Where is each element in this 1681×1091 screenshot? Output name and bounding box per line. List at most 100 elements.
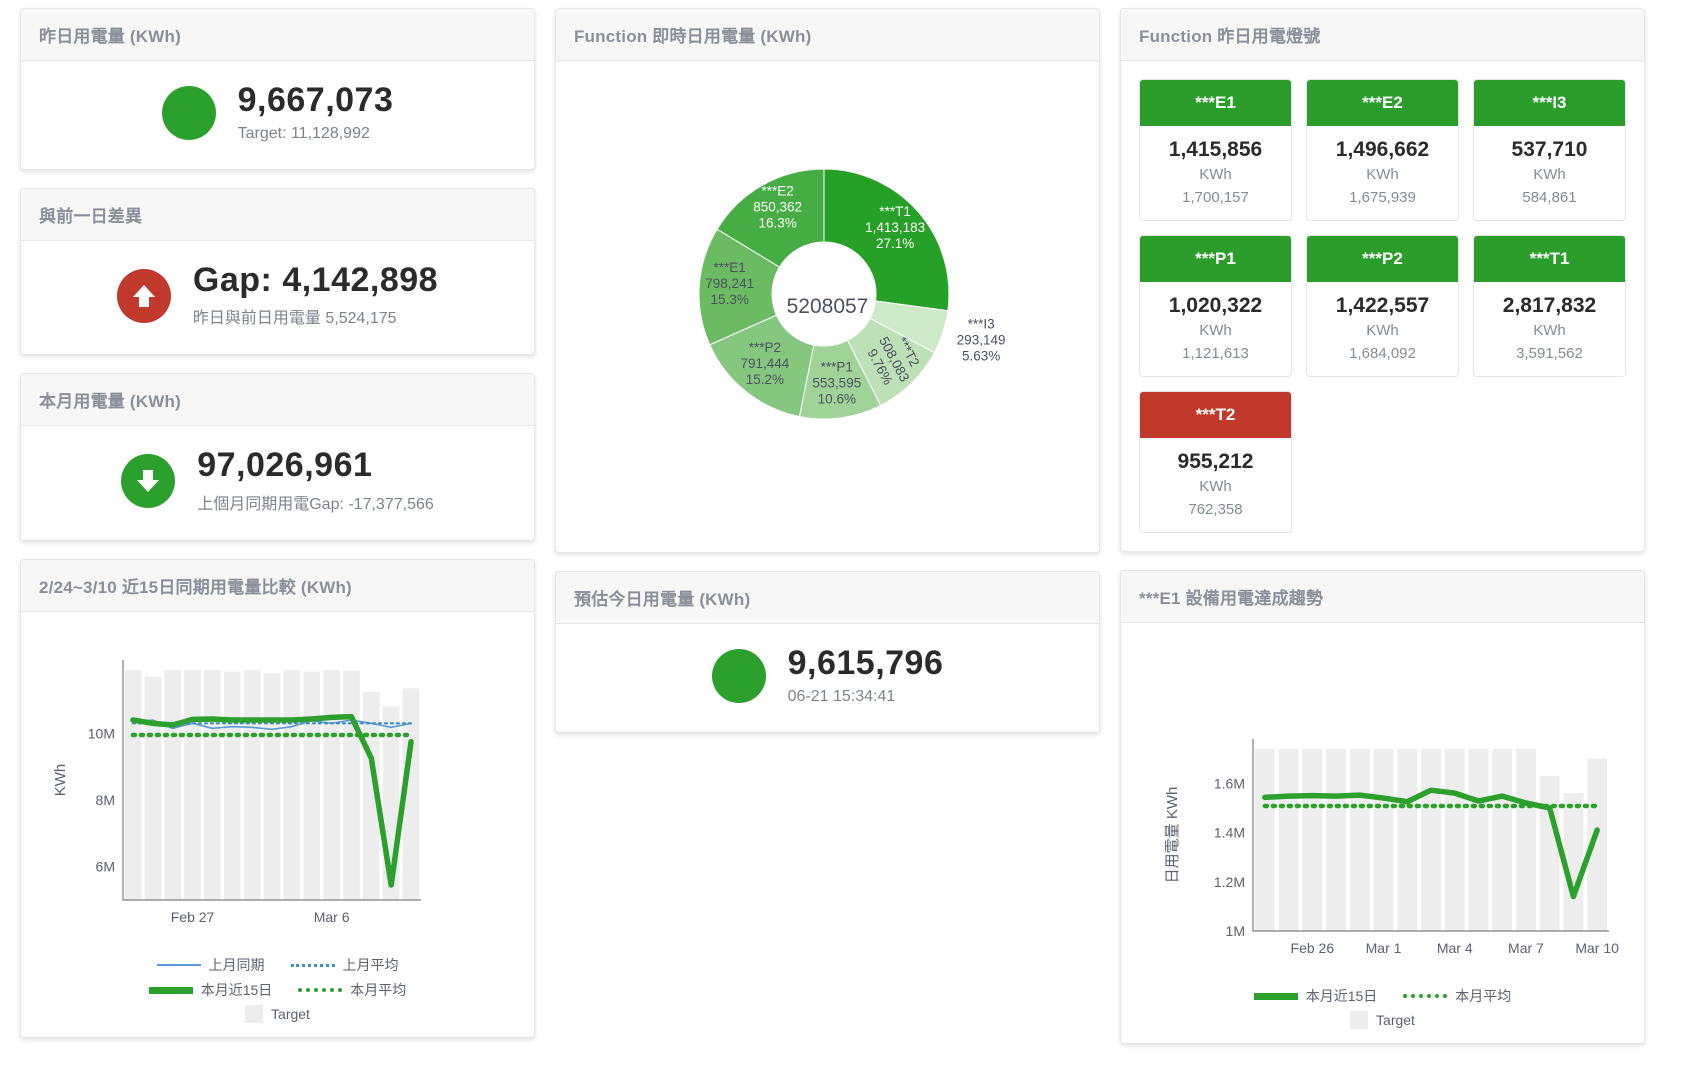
green-circle-icon (161, 85, 216, 140)
kpi-yesterday-usage: 9,667,073 Target: 11,128,992 (21, 61, 534, 169)
status-light-target: 1,700,157 (1182, 189, 1249, 206)
y-axis-tick-label: 1.6M (1214, 775, 1245, 791)
x-axis-tick-label: Mar 1 (1366, 940, 1402, 956)
status-light-card[interactable]: ***I3 537,710 KWh 584,861 (1473, 79, 1626, 221)
kpi-yesterday-value: 9,667,073 (237, 81, 394, 119)
status-light-card[interactable]: ***E2 1,496,662 KWh 1,675,939 (1306, 79, 1459, 221)
kpi-gap-value: Gap: 4,142,898 (192, 260, 439, 299)
x-axis-tick-label: Mar 10 (1575, 940, 1619, 956)
y-axis-tick-label: 1M (1226, 923, 1245, 939)
legend-swatch-target-icon (245, 1005, 264, 1024)
status-light-body: 955,212 KWh 762,358 (1140, 438, 1291, 532)
status-light-unit: KWh (1199, 478, 1232, 495)
status-light-target: 3,591,562 (1516, 345, 1583, 362)
target-bar (283, 670, 301, 901)
card-daily-gap-title: 與前一日差異 (21, 188, 534, 241)
chart-axes (1252, 739, 1609, 932)
y-axis-tick-label: 1.4M (1214, 825, 1245, 841)
svg-text:***P1: ***P1 (821, 360, 853, 375)
target-bar (323, 670, 340, 901)
legend-line-solid-green-icon (1253, 992, 1298, 1000)
status-light-unit: KWh (1366, 166, 1399, 183)
chart-series-line (132, 719, 412, 731)
status-light-name: ***E1 (1140, 80, 1291, 126)
legend-item-target: Target (245, 1005, 310, 1024)
target-bar (1421, 748, 1441, 931)
kpi-forecast-timestamp: 06-21 15:34:41 (787, 687, 896, 705)
legend-line-solid-green-icon (148, 986, 193, 994)
kpi-forecast-today: 9,615,796 06-21 15:34:41 (556, 624, 1099, 732)
status-light-card[interactable]: ***E1 1,415,856 KWh 1,700,157 (1139, 79, 1292, 221)
target-bar (1254, 748, 1275, 931)
status-light-value: 1,496,662 (1335, 138, 1430, 161)
status-light-value: 1,422,557 (1335, 294, 1430, 317)
legend-item-this-month-15d: 本月近15日 (1253, 986, 1377, 1006)
donut-chart: ***T1 1,413,183 27.1% ***I3 293,149 5.63% ***T… (556, 61, 1099, 552)
target-bar (1563, 793, 1584, 931)
svg-text:553,595: 553,595 (812, 376, 861, 391)
right-column: Function 昨日用電燈號 ***E1 1,415,856 KWh 1,700,1… (1110, 8, 1655, 1083)
status-light-card[interactable]: ***P1 1,020,322 KWh 1,121,613 (1139, 235, 1292, 377)
legend-line-dotted-blue-icon (290, 963, 335, 967)
status-light-card[interactable]: ***T2 955,212 KWh 762,358 (1139, 391, 1292, 533)
status-light-unit: KWh (1533, 166, 1566, 183)
status-light-value: 1,415,856 (1168, 138, 1263, 161)
target-bar (1373, 748, 1394, 931)
legend-swatch-target-icon (1350, 1011, 1369, 1029)
kpi-month-usage: 97,026,961 上個月同期用電Gap: -17,377,566 (21, 426, 534, 540)
legend-item-last-month-same: 上月同期 (156, 955, 265, 975)
legend-item-this-month-avg: 本月平均 (1403, 986, 1511, 1006)
legend-item-this-month-15d: 本月近15日 (148, 980, 272, 1000)
target-bar (1468, 748, 1489, 931)
svg-text:***E1: ***E1 (714, 260, 746, 275)
target-bar (144, 676, 162, 901)
card-realtime-donut-title: Function 即時日用電量 (KWh) (556, 9, 1099, 61)
status-light-target: 1,675,939 (1349, 189, 1416, 206)
legend-item-this-month-avg: 本月平均 (298, 980, 406, 1000)
y-axis-tick-label: 1.2M (1214, 874, 1245, 890)
status-light-card[interactable]: ***T1 2,817,832 KWh 3,591,562 (1473, 235, 1626, 377)
y-axis-title: 日用電量 KWh (1164, 787, 1181, 884)
target-bar (1444, 748, 1465, 931)
card-15day-trend: 2/24~3/10 近15日同期用電量比較 (KWh) 6M 8M 10M Feb 2… (20, 559, 535, 1039)
legend-line-solid-blue-icon (156, 964, 201, 967)
chart-15day-trend-legend: 上月同期 上月平均 本月近15日 (31, 955, 524, 1024)
status-light-value: 2,817,832 (1502, 294, 1597, 317)
left-column: 昨日用電量 (KWh) 9,667,073 Target: 11,128,992… (10, 8, 545, 1083)
card-e1-trend: ***E1 設備用電達成趨勢 1M 1.2M 1.4M 1.6M Feb 26 Mar 1… (1120, 570, 1645, 1044)
svg-text:10.6%: 10.6% (818, 392, 856, 407)
status-light-name: ***T1 (1474, 236, 1625, 282)
y-axis-tick-label: 6M (96, 859, 115, 875)
y-axis-tick-label: 10M (88, 725, 115, 741)
kpi-month-sub: 上個月同期用電Gap: -17,377,566 (197, 496, 434, 514)
status-light-body: 1,496,662 KWh 1,675,939 (1307, 126, 1458, 220)
donut-slice[interactable] (823, 168, 950, 312)
status-light-body: 2,817,832 KWh 3,591,562 (1474, 282, 1625, 376)
svg-text:***P2: ***P2 (749, 340, 781, 355)
status-light-target: 1,121,613 (1182, 345, 1249, 362)
middle-column: Function 即時日用電量 (KWh) ***T1 1,413,183 27.1… (545, 8, 1110, 1083)
target-bar (343, 670, 360, 901)
card-forecast-today-title: 預估今日用電量 (KWh) (556, 572, 1099, 624)
svg-text:1,413,183: 1,413,183 (865, 220, 925, 235)
svg-text:798,241: 798,241 (705, 276, 754, 291)
status-light-name: ***T2 (1140, 392, 1291, 438)
status-light-card[interactable]: ***P2 1,422,557 KWh 1,684,092 (1306, 235, 1459, 377)
target-bar (263, 673, 281, 901)
svg-text:16.3%: 16.3% (758, 216, 796, 231)
donut-slice[interactable] (716, 168, 825, 268)
green-arrow-down-icon (121, 454, 176, 509)
status-light-target: 1,684,092 (1349, 345, 1416, 362)
card-daily-gap: 與前一日差異 Gap: 4,142,898 昨日與前日用電量 5,524,175 (20, 187, 535, 356)
card-month-usage-title: 本月用電量 (KWh) (21, 374, 534, 427)
target-bar (303, 671, 321, 901)
target-bar (1349, 748, 1370, 931)
legend-line-dotted-green-icon (298, 988, 343, 993)
svg-text:15.3%: 15.3% (711, 292, 749, 307)
target-bar (1397, 748, 1418, 931)
svg-text:850,362: 850,362 (753, 200, 802, 215)
